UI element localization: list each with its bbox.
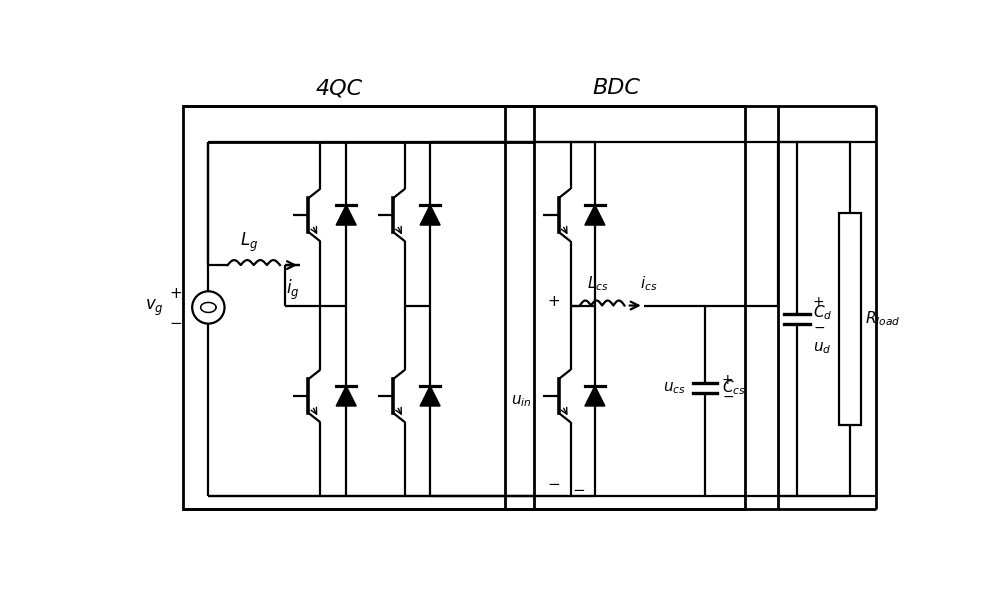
Polygon shape xyxy=(336,386,356,406)
Text: $i_g$: $i_g$ xyxy=(286,278,299,302)
Text: $-$: $-$ xyxy=(169,314,183,329)
Polygon shape xyxy=(420,205,440,225)
Text: BDC: BDC xyxy=(593,78,640,98)
Text: $L_g$: $L_g$ xyxy=(240,231,259,253)
Text: +: + xyxy=(813,295,824,309)
Polygon shape xyxy=(585,205,605,225)
Text: $u_{in}$: $u_{in}$ xyxy=(511,393,532,408)
Text: $-$: $-$ xyxy=(813,319,825,334)
Text: $-$: $-$ xyxy=(722,389,734,403)
Text: $-$: $-$ xyxy=(547,475,560,489)
Text: 4QC: 4QC xyxy=(316,78,363,98)
Text: $R_{load}$: $R_{load}$ xyxy=(865,310,901,329)
Text: $C_d$: $C_d$ xyxy=(813,304,832,322)
Text: $u_d$: $u_d$ xyxy=(813,341,831,356)
Text: $i_{cs}$: $i_{cs}$ xyxy=(640,275,657,293)
Text: +: + xyxy=(547,294,560,309)
Polygon shape xyxy=(585,386,605,406)
Text: $L_{cs}$: $L_{cs}$ xyxy=(587,275,609,293)
Polygon shape xyxy=(336,205,356,225)
Text: $u_{cs}$: $u_{cs}$ xyxy=(663,381,686,396)
Text: +: + xyxy=(722,373,734,387)
Text: $-$: $-$ xyxy=(572,481,585,496)
Text: $C_{cs}$: $C_{cs}$ xyxy=(722,379,746,397)
Text: +: + xyxy=(170,286,182,301)
Polygon shape xyxy=(420,386,440,406)
Text: $v_g$: $v_g$ xyxy=(145,297,164,318)
